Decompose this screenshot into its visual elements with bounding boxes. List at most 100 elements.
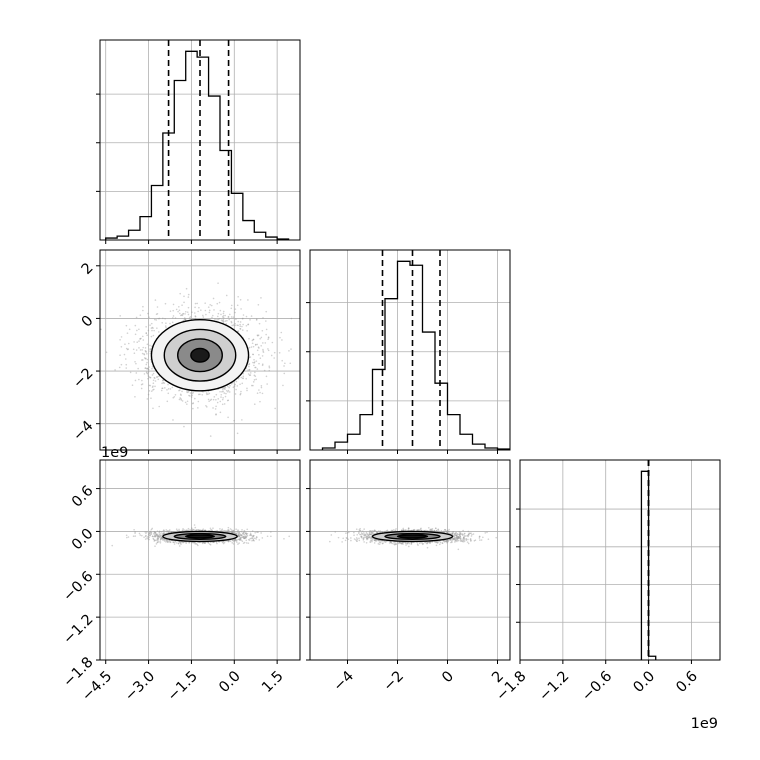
scatter-point [222,387,224,389]
scatter-point [186,529,188,532]
scatter-point [160,538,162,540]
scatter-point [228,539,231,542]
scatter-point [153,533,156,535]
scatter-point [217,282,219,284]
scatter-point [243,531,245,534]
scatter-point [145,371,148,374]
scatter-point [240,308,242,310]
scatter-point [246,528,249,531]
scatter-point [147,533,150,536]
scatter-point [183,318,186,321]
scatter-point [463,537,465,539]
y-tick-label: −0.6 [60,569,96,605]
scatter-point [364,533,366,536]
scatter-point [165,540,168,542]
scatter-point [245,533,248,536]
scatter-point [141,352,144,355]
scatter-point [254,366,256,369]
scatter-point [148,538,150,541]
scatter-point [209,303,211,306]
scatter-point [278,351,281,354]
scatter-point [178,312,181,315]
scatter-point [392,529,395,531]
scatter-point [145,351,147,353]
scatter-point [234,383,236,386]
scatter-point [249,319,251,321]
scatter-point [236,304,239,307]
scatter-point [254,344,257,346]
scatter-point [241,382,244,385]
scatter-point [228,386,230,389]
scatter-point [161,387,164,390]
scatter-point [159,530,161,533]
scatter-point [410,542,413,544]
scatter-point [250,534,253,537]
scatter-point [227,540,230,543]
scatter-point [124,358,127,360]
scatter-point [204,542,206,544]
scatter-point [206,406,208,408]
scatter-point [224,320,227,322]
scatter-point [215,541,218,544]
scatter-point [230,529,233,531]
scatter-point [161,538,164,541]
scatter-point [204,302,206,304]
scatter-point [187,296,190,298]
scatter-point [181,400,184,402]
y-offset-label: 1e9 [101,445,128,461]
scatter-point [118,366,121,369]
scatter-point [145,531,148,533]
scatter-point [148,536,150,539]
scatter-point [144,350,147,352]
scatter-point [364,534,366,537]
scatter-point [407,529,409,531]
scatter-point [241,532,244,535]
scatter-point [138,532,141,535]
scatter-point [237,533,240,535]
scatter-point [366,535,369,537]
scatter-point [187,293,190,296]
scatter-point [212,407,214,409]
scatter-point [452,530,454,533]
scatter-point [119,338,121,341]
scatter-point [410,541,413,544]
scatter-point [166,539,168,541]
scatter-point [149,376,151,379]
scatter-point [143,357,146,359]
scatter-point [236,538,238,541]
y-tick-label: −2 [70,365,96,391]
scatter-point [215,414,217,416]
scatter-point [143,353,145,355]
scatter-point [180,394,182,397]
scatter-point [156,376,158,378]
scatter-point [162,532,165,535]
scatter-point [158,405,160,408]
scatter-point [158,375,160,378]
scatter-point [270,535,272,538]
scatter-point [237,534,240,537]
scatter-point [191,541,194,544]
scatter-point [196,543,198,546]
scatter-point [142,339,145,341]
scatter-point [187,529,190,532]
scatter-point [455,534,457,537]
scatter-point [259,357,262,360]
scatter-point [146,367,148,370]
scatter-point [216,529,218,532]
scatter-point [152,537,155,540]
scatter-point [248,374,251,377]
scatter-point [258,347,260,349]
scatter-point [235,539,238,542]
scatter-point [237,295,239,298]
contour-line [190,347,210,363]
scatter-point [239,538,241,541]
scatter-point [458,531,461,533]
scatter-point [179,397,181,399]
scatter-point [243,533,246,536]
scatter-point [230,307,233,310]
scatter-point [478,535,481,538]
scatter-point [158,534,161,537]
scatter-point [147,329,150,332]
scatter-point [222,542,225,545]
scatter-point [363,541,365,543]
